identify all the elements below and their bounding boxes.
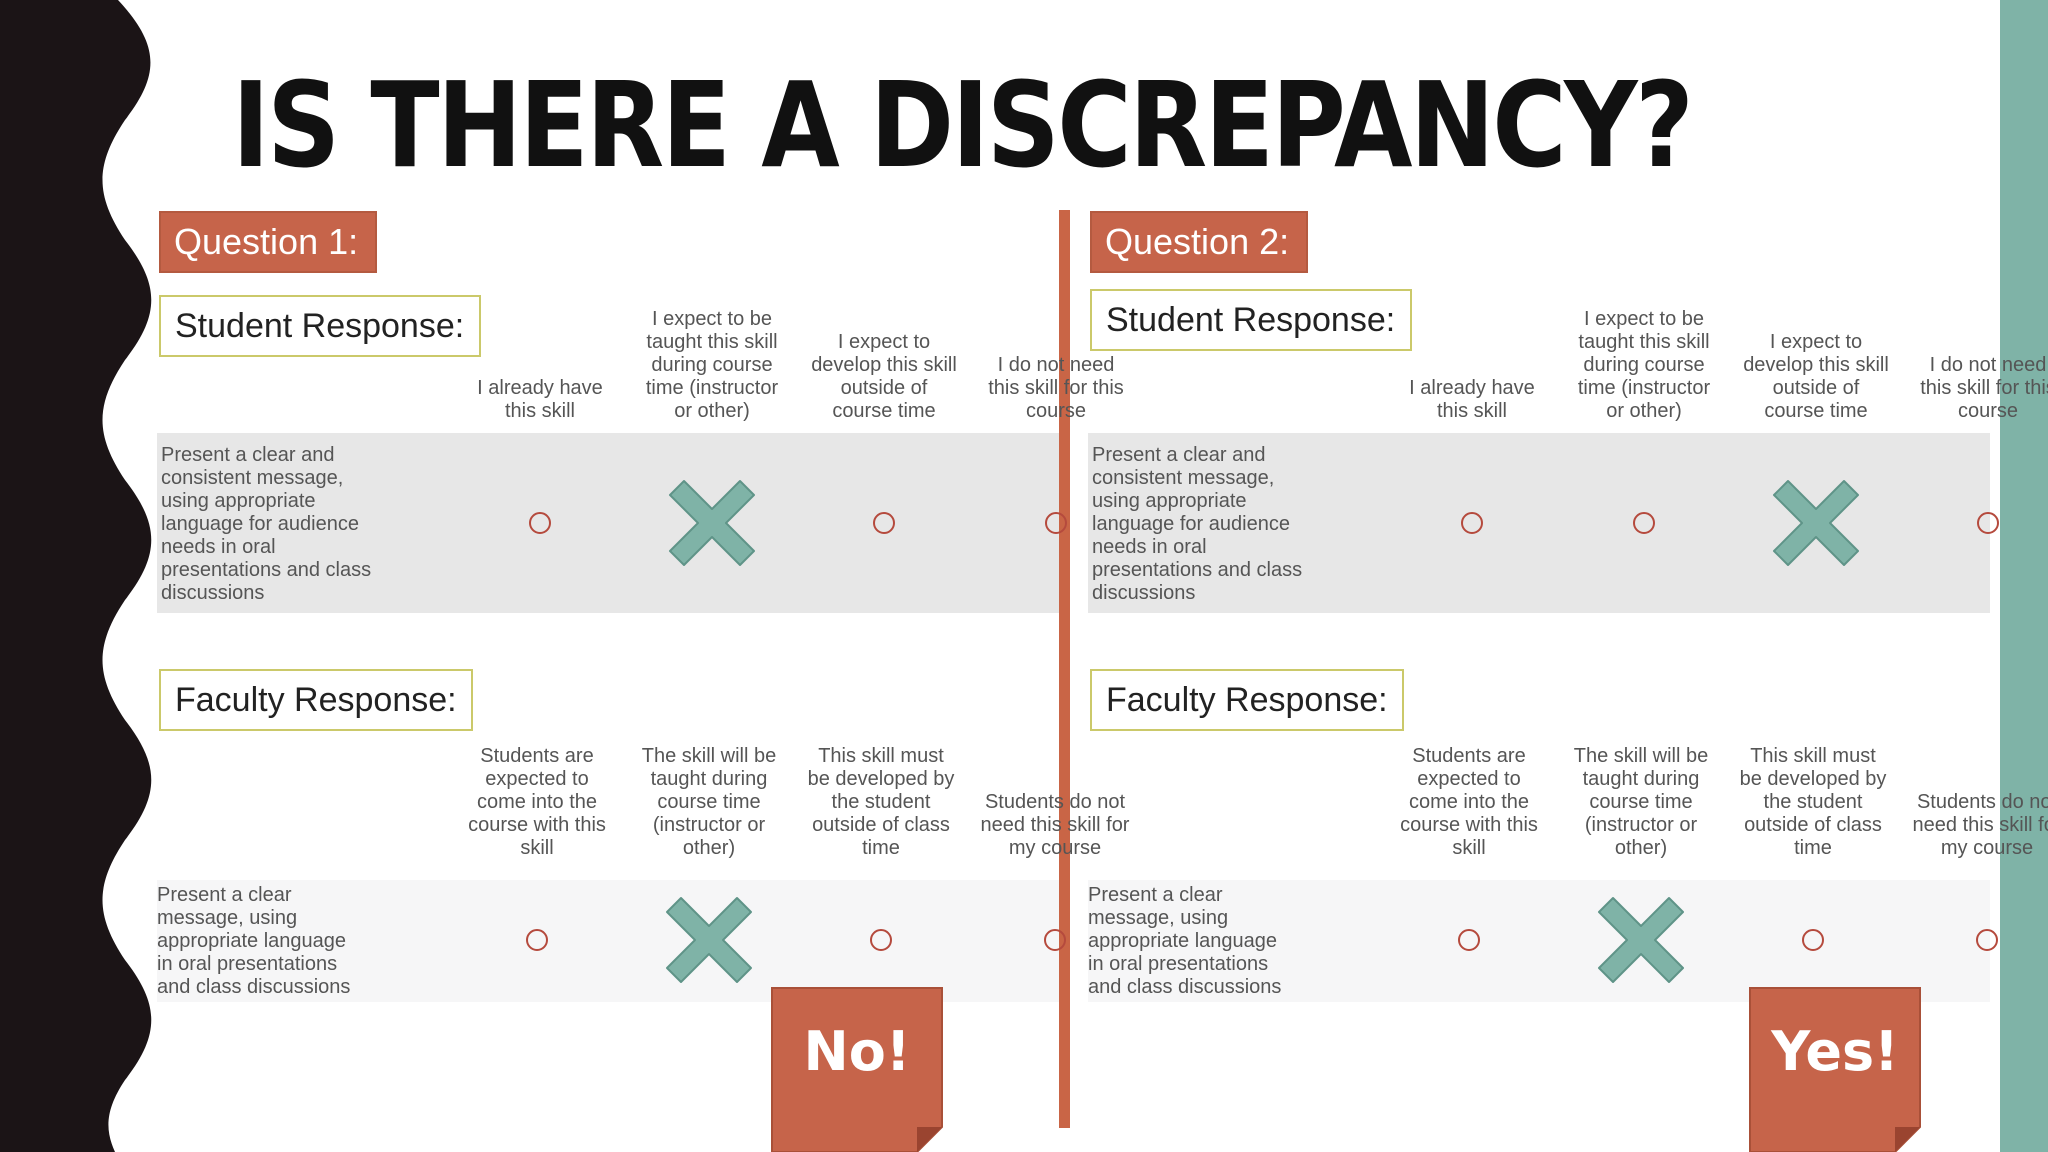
circle-icon (1977, 512, 1999, 534)
faculty-column-header: Students are expected to come into the c… (468, 745, 606, 859)
verdict-text: Yes! (1771, 1020, 1899, 1083)
student-response-label: Student Response: (159, 295, 481, 357)
right-accent-stripe (2000, 0, 2048, 1152)
circle-icon (1976, 929, 1998, 951)
circle-icon (529, 512, 551, 534)
verdict-note: No! (771, 987, 943, 1152)
x-mark-icon (1770, 477, 1862, 569)
student-response-label: Student Response: (1090, 289, 1412, 351)
faculty-response-row (1088, 880, 1990, 1002)
faculty-skill-text: Present a clear message, using appropria… (1088, 884, 1282, 998)
question-label: Question 1: (159, 211, 377, 273)
faculty-column-header: Students do not need this skill for my c… (980, 791, 1130, 859)
circle-icon (526, 929, 548, 951)
faculty-response-label: Faculty Response: (1090, 669, 1404, 731)
circle-icon (1045, 512, 1067, 534)
student-response-row (157, 433, 1059, 613)
x-mark-icon (666, 477, 758, 569)
student-column-header: I already have this skill (477, 377, 603, 422)
student-column-header: I already have this skill (1409, 377, 1535, 422)
circle-icon (1461, 512, 1483, 534)
verdict-note: Yes! (1749, 987, 1921, 1152)
student-skill-text: Present a clear and consistent message, … (161, 444, 372, 604)
student-column-header: I expect to develop this skill outside o… (811, 331, 957, 422)
faculty-column-header: This skill must be developed by the stud… (807, 745, 955, 859)
circle-icon (1633, 512, 1655, 534)
faculty-response-row (157, 880, 1059, 1002)
student-skill-text: Present a clear and consistent message, … (1092, 444, 1303, 604)
student-column-header: I expect to be taught this skill during … (645, 308, 779, 422)
question-1-panel: Question 1: Student Response: I already … (155, 0, 1129, 1152)
student-column-header: I do not need this skill for this course (1920, 354, 2048, 422)
student-column-header: I expect to be taught this skill during … (1577, 308, 1711, 422)
faculty-response-label: Faculty Response: (159, 669, 473, 731)
circle-icon (1044, 929, 1066, 951)
circle-icon (1458, 929, 1480, 951)
question-2-panel: Question 2: Student Response: I already … (1086, 0, 2048, 1152)
student-column-header: I expect to develop this skill outside o… (1743, 331, 1889, 422)
faculty-column-header: The skill will be taught during course t… (641, 745, 777, 859)
faculty-column-header: Students are expected to come into the c… (1400, 745, 1538, 859)
x-mark-icon (663, 894, 755, 986)
faculty-column-header: Students do not need this skill for my c… (1912, 791, 2048, 859)
panel-divider (1059, 210, 1070, 1128)
question-label: Question 2: (1090, 211, 1308, 273)
slide-title: IS THERE A DISCREPANCY? (232, 56, 1694, 194)
faculty-skill-text: Present a clear message, using appropria… (157, 884, 351, 998)
verdict-text: No! (803, 1020, 911, 1083)
student-column-header: I do not need this skill for this course (988, 354, 1124, 422)
left-wave-decoration (0, 0, 152, 1152)
circle-icon (1802, 929, 1824, 951)
circle-icon (870, 929, 892, 951)
x-mark-icon (1595, 894, 1687, 986)
faculty-column-header: This skill must be developed by the stud… (1739, 745, 1887, 859)
student-response-row (1088, 433, 1990, 613)
circle-icon (873, 512, 895, 534)
faculty-column-header: The skill will be taught during course t… (1573, 745, 1709, 859)
